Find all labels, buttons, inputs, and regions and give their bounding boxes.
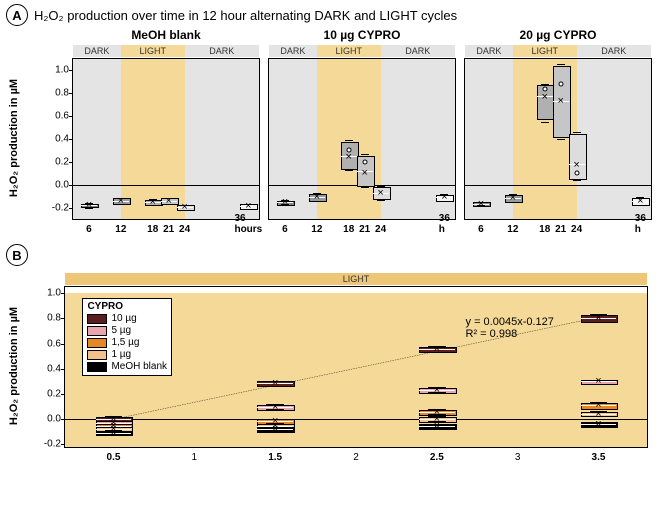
ytick: 0.4 bbox=[33, 363, 61, 374]
mean-marker: × bbox=[377, 187, 383, 199]
xtick: 2.5 bbox=[430, 452, 444, 463]
mean-marker: × bbox=[118, 195, 124, 207]
zone-label: DARK bbox=[465, 45, 513, 57]
mean-marker: × bbox=[165, 195, 171, 207]
mean-marker: × bbox=[361, 167, 367, 179]
mean-marker: × bbox=[314, 191, 320, 203]
ytick: 0.2 bbox=[41, 156, 69, 167]
xtick: 36 hours bbox=[234, 213, 262, 235]
zone-label: LIGHT bbox=[121, 45, 185, 57]
mean-marker: × bbox=[110, 427, 116, 439]
ytick: 1.0 bbox=[33, 288, 61, 299]
mean-marker: × bbox=[434, 343, 440, 355]
mean-marker: × bbox=[541, 91, 547, 103]
xtick: 2 bbox=[353, 452, 359, 463]
xtick: 6 bbox=[478, 224, 484, 235]
zone-label: LIGHT bbox=[513, 45, 577, 57]
xtick: 24 bbox=[179, 224, 190, 235]
mean-marker: × bbox=[272, 423, 278, 435]
zone-label: LIGHT bbox=[317, 45, 381, 57]
xtick: 0.5 bbox=[107, 452, 121, 463]
xtick: 3.5 bbox=[592, 452, 606, 463]
xtick: 1.5 bbox=[268, 452, 282, 463]
panel-a-letter: A bbox=[6, 4, 28, 26]
xtick: 1 bbox=[192, 452, 198, 463]
xtick: 18 bbox=[539, 224, 550, 235]
mean-marker: × bbox=[637, 195, 643, 207]
xtick: 6 bbox=[282, 224, 288, 235]
ytick: 0.6 bbox=[33, 338, 61, 349]
xtick: 36 h bbox=[439, 213, 450, 235]
legend-label: 10 µg bbox=[111, 313, 136, 325]
mean-marker: × bbox=[595, 418, 601, 430]
panel-b-ylabel: H₂O₂ production in µM bbox=[8, 307, 20, 425]
sub-title-0: MeOH blank bbox=[68, 28, 264, 42]
ytick: 0.8 bbox=[33, 313, 61, 324]
sub-title-2: 20 µg CYPRO bbox=[460, 28, 656, 42]
xtick: 24 bbox=[571, 224, 582, 235]
legend-label: MeOH blank bbox=[111, 361, 167, 373]
fit-eq: y = 0.0045x-0.127 bbox=[466, 316, 554, 328]
sub-title-1: 10 µg CYPRO bbox=[264, 28, 460, 42]
mean-marker: × bbox=[245, 200, 251, 212]
mean-marker: × bbox=[272, 401, 278, 413]
zone-label: DARK bbox=[269, 45, 317, 57]
mean-marker: × bbox=[595, 312, 601, 324]
xtick: 36 h bbox=[635, 213, 646, 235]
panel-b-letter: B bbox=[6, 244, 28, 266]
zone-label: DARK bbox=[381, 45, 455, 57]
ytick: 0.0 bbox=[41, 179, 69, 190]
ytick: 0.4 bbox=[41, 134, 69, 145]
panel-a-title: H₂O₂ production over time in 12 hour alt… bbox=[34, 8, 457, 23]
ytick: 0.8 bbox=[41, 88, 69, 99]
panel-b: H₂O₂ production in µM LIGHT -0.2 0.0 0.2 0.… bbox=[0, 268, 660, 466]
mean-marker: × bbox=[478, 198, 484, 210]
panel-a-ylabel: H₂O₂ production in µM bbox=[8, 79, 20, 197]
mean-marker: × bbox=[441, 191, 447, 203]
zone-label: DARK bbox=[577, 45, 651, 57]
legend-label: 1 µg bbox=[111, 349, 131, 361]
zone-label: DARK bbox=[73, 45, 121, 57]
legend: CYPRO10 µg5 µg1,5 µg1 µgMeOH blank bbox=[82, 298, 172, 376]
xtick: 6 bbox=[86, 224, 92, 235]
mean-marker: × bbox=[510, 192, 516, 204]
legend-label: 5 µg bbox=[111, 325, 131, 337]
panel-a: H₂O₂ production in µM MeOH blank 10 µg C… bbox=[0, 28, 660, 238]
light-bar: LIGHT bbox=[65, 273, 647, 285]
mean-marker: × bbox=[345, 151, 351, 163]
xtick: 18 bbox=[147, 224, 158, 235]
mean-marker: × bbox=[181, 201, 187, 213]
ytick: -0.2 bbox=[33, 439, 61, 450]
fit-r2: R² = 0.998 bbox=[466, 328, 554, 340]
xtick: 12 bbox=[115, 224, 126, 235]
xtick: 21 bbox=[555, 224, 566, 235]
ytick: 0.6 bbox=[41, 111, 69, 122]
xtick: 21 bbox=[163, 224, 174, 235]
ytick: -0.2 bbox=[41, 202, 69, 213]
xtick: 21 bbox=[359, 224, 370, 235]
xtick: 24 bbox=[375, 224, 386, 235]
xtick: 18 bbox=[343, 224, 354, 235]
mean-marker: × bbox=[149, 196, 155, 208]
mean-marker: × bbox=[434, 384, 440, 396]
xtick: 3 bbox=[515, 452, 521, 463]
mean-marker: × bbox=[595, 375, 601, 387]
xtick: 12 bbox=[507, 224, 518, 235]
ytick: 1.0 bbox=[41, 65, 69, 76]
xtick: 12 bbox=[311, 224, 322, 235]
mean-marker: × bbox=[434, 420, 440, 432]
mean-marker: × bbox=[557, 95, 563, 107]
mean-marker: × bbox=[86, 199, 92, 211]
zone-label: DARK bbox=[185, 45, 259, 57]
ytick: 0.2 bbox=[33, 389, 61, 400]
mean-marker: × bbox=[282, 196, 288, 208]
ytick: 0.0 bbox=[33, 414, 61, 425]
mean-marker: × bbox=[573, 159, 579, 171]
mean-marker: × bbox=[272, 377, 278, 389]
legend-label: 1,5 µg bbox=[111, 337, 139, 349]
